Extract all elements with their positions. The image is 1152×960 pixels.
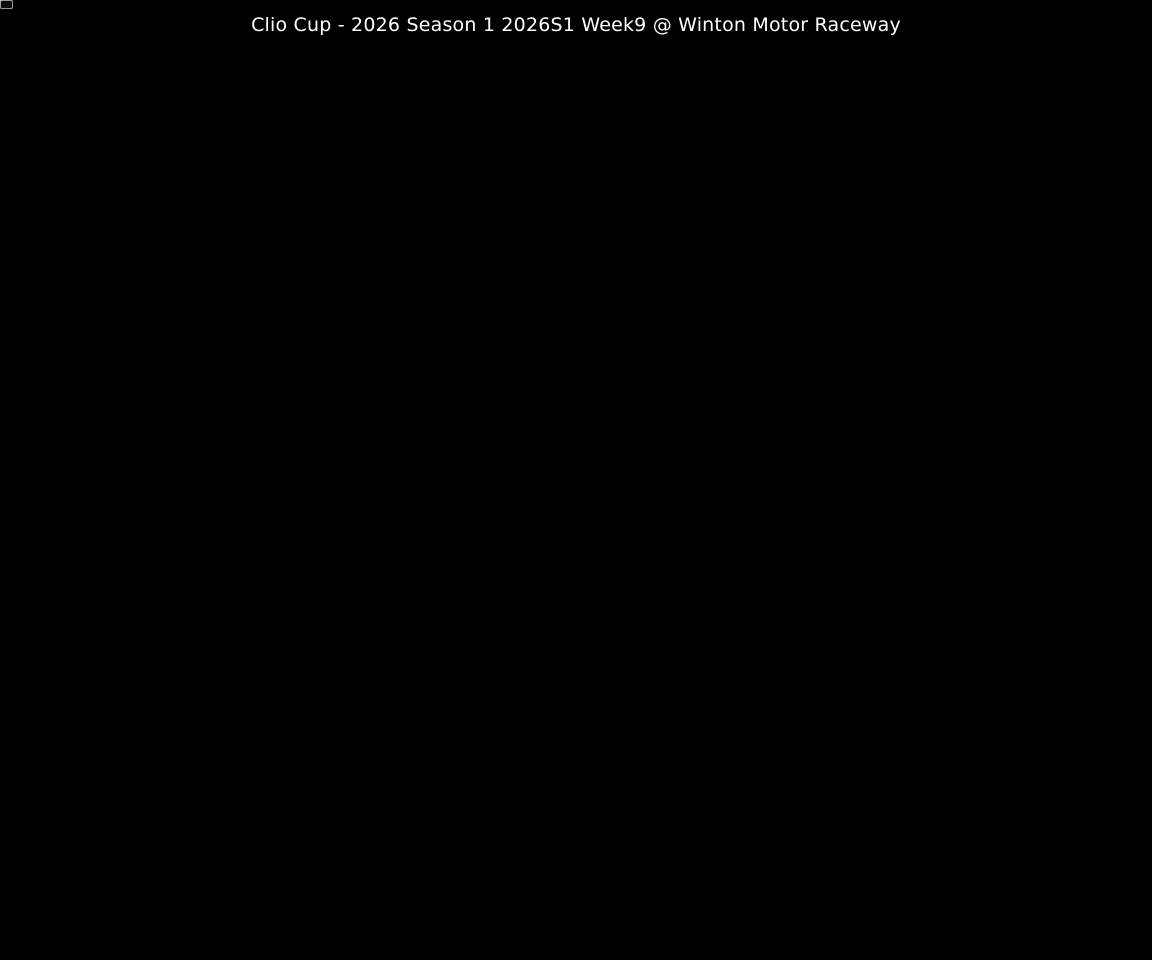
legend-panel-wind-sun <box>0 0 13 9</box>
page-title: Clio Cup - 2026 Season 1 2026S1 Week9 @ … <box>251 14 901 36</box>
